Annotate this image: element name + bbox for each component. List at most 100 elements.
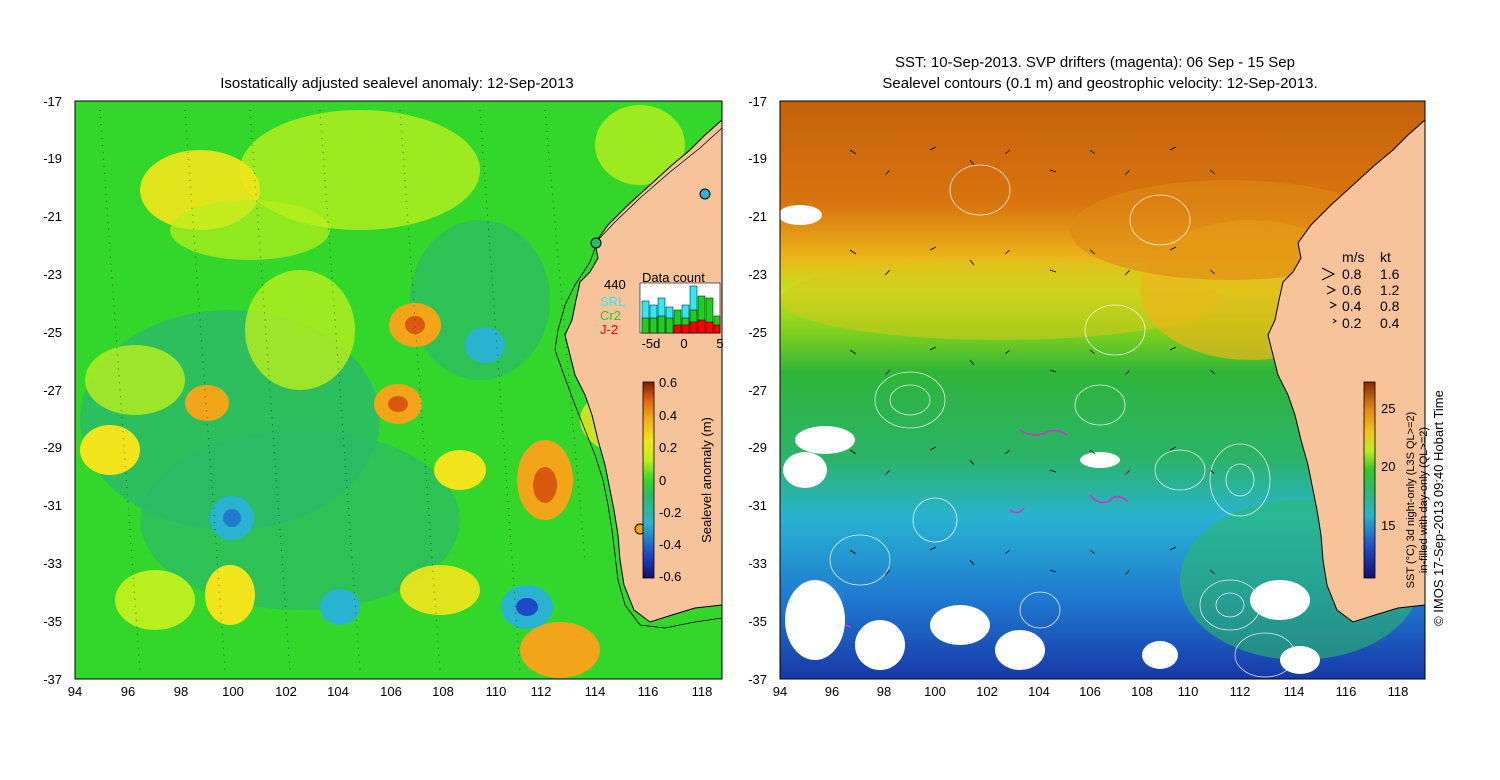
left-x-tick: 108 <box>432 684 454 699</box>
left-x-tick: 110 <box>486 684 507 699</box>
left-x-tick: 116 <box>638 684 659 699</box>
left-x-tick: 118 <box>692 684 713 699</box>
sealevel-anomaly-field <box>75 101 722 679</box>
left-map-title: Isostatically adjusted sealevel anomaly:… <box>220 75 574 92</box>
velocity-legend-kt: 0.4 <box>1380 315 1400 331</box>
right-x-tick: 96 <box>825 684 839 699</box>
right-x-tick: 112 <box>1230 684 1251 699</box>
sealevel-colorbar: 0.6 0.4 0.2 0 -0.2 -0.4 -0.6 Sealevel an… <box>642 375 714 584</box>
velocity-arrow-icon <box>1329 301 1338 309</box>
sealevel-colorbar-tick: 0.2 <box>659 440 677 455</box>
left-y-tick: -33 <box>43 556 62 571</box>
right-y-tick: -31 <box>748 498 767 513</box>
right-x-tick: 118 <box>1388 684 1409 699</box>
sealevel-colorbar-gradient <box>642 381 655 579</box>
cloud-mask <box>780 205 1320 674</box>
left-y-tick: -23 <box>43 267 62 282</box>
sealevel-colorbar-tick: 0.4 <box>659 408 677 423</box>
sst-colorbar-label-line1: SST (°C) 3d night-only (L3S QL>=2) <box>1405 412 1417 589</box>
velocity-arrow-icon <box>1321 267 1336 281</box>
right-y-tick: -29 <box>748 440 767 455</box>
velocity-legend-kt: 1.6 <box>1380 266 1400 282</box>
sealevel-contours <box>829 164 1296 678</box>
right-x-tick: 102 <box>976 684 998 699</box>
right-map-title-line1: SST: 10-Sep-2013. SVP drifters (magenta)… <box>895 54 1295 71</box>
velocity-arrow-icon <box>1326 285 1337 295</box>
sealevel-colorbar-label: Sealevel anomaly (m) <box>699 417 714 543</box>
left-y-tick: -19 <box>43 151 62 166</box>
left-x-tick: 102 <box>275 684 297 699</box>
right-x-tick: 100 <box>924 684 946 699</box>
data-count-inset: Data count 440 SRL Cr2 J-2 <box>600 270 724 351</box>
legend-j2: J-2 <box>600 322 618 337</box>
sealevel-colorbar-tick: -0.4 <box>659 537 681 552</box>
right-y-tick: -25 <box>748 325 767 340</box>
right-x-tick: 110 <box>1178 684 1199 699</box>
data-count-xtick: -5d <box>642 336 661 351</box>
velocity-legend-ms: 0.4 <box>1342 298 1362 314</box>
sst-colorbar-tick: 25 <box>1381 401 1395 416</box>
right-y-tick: -23 <box>748 267 767 282</box>
legend-cr2: Cr2 <box>600 308 621 323</box>
right-y-tick: -37 <box>748 672 767 687</box>
sealevel-colorbar-tick: 0.6 <box>659 375 677 390</box>
right-map-frame <box>779 100 1426 680</box>
left-x-tick: 100 <box>222 684 244 699</box>
right-y-tick: -17 <box>748 94 767 109</box>
left-x-tick: 106 <box>380 684 402 699</box>
left-y-tick: -31 <box>43 498 62 513</box>
velocity-legend-header-kt: kt <box>1380 249 1391 265</box>
right-x-axis: 94 96 98 100 102 104 106 108 110 112 114… <box>773 684 1409 699</box>
left-x-tick: 112 <box>531 684 552 699</box>
right-y-tick: -21 <box>748 209 767 224</box>
australia-land <box>564 119 722 623</box>
sst-field <box>780 101 1425 679</box>
sst-colorbar-gradient <box>1363 381 1376 579</box>
legend-srl: SRL <box>600 294 625 309</box>
left-y-tick: -27 <box>43 383 62 398</box>
right-x-tick: 114 <box>1284 684 1305 699</box>
left-x-axis: 94 96 98 100 102 104 106 108 110 112 114… <box>68 684 713 699</box>
velocity-legend-ms: 0.8 <box>1342 266 1362 282</box>
data-count-bars <box>641 285 721 334</box>
sst-colorbar-tick: 15 <box>1381 518 1395 533</box>
altimeter-tracks <box>99 109 586 671</box>
velocity-arrow-icon <box>1332 318 1337 324</box>
shelf-contour <box>554 127 722 629</box>
left-x-tick: 94 <box>68 684 82 699</box>
sst-colorbar-tick: 20 <box>1381 459 1395 474</box>
data-count-xtick: 0 <box>680 336 687 351</box>
left-y-tick: -37 <box>43 672 62 687</box>
sst-colorbar-label-line2: in-filled with day-only (QL>=2) <box>1418 427 1430 573</box>
right-x-tick: 108 <box>1131 684 1153 699</box>
data-count-max-label: 440 <box>604 277 626 292</box>
australia-land <box>1267 119 1425 623</box>
velocity-legend-kt: 0.8 <box>1380 298 1400 314</box>
velocity-legend: m/s kt 0.8 1.6 0.6 1.2 0.4 0.8 0.2 0.4 <box>1321 249 1400 331</box>
right-x-tick: 104 <box>1028 684 1050 699</box>
right-x-tick: 116 <box>1336 684 1357 699</box>
right-y-tick: -35 <box>748 614 767 629</box>
data-count-title: Data count <box>642 270 705 285</box>
left-y-tick: -35 <box>43 614 62 629</box>
right-y-tick: -27 <box>748 383 767 398</box>
velocity-legend-kt: 1.2 <box>1380 282 1400 298</box>
left-y-axis: -17 -19 -21 -23 -25 -27 -29 -31 -33 -35 … <box>43 94 62 687</box>
left-x-tick: 96 <box>121 684 135 699</box>
right-y-tick: -33 <box>748 556 767 571</box>
sealevel-colorbar-tick: 0 <box>659 473 666 488</box>
geostrophic-velocity-arrows <box>849 146 1216 576</box>
right-map: SST: 10-Sep-2013. SVP drifters (magenta)… <box>748 54 1446 699</box>
right-x-tick: 94 <box>773 684 787 699</box>
left-map: Isostatically adjusted sealevel anomaly:… <box>43 75 723 699</box>
left-x-tick: 98 <box>174 684 188 699</box>
left-y-tick: -25 <box>43 325 62 340</box>
left-map-frame <box>74 100 723 680</box>
right-map-title-line2: Sealevel contours (0.1 m) and geostrophi… <box>882 75 1317 92</box>
right-x-tick: 106 <box>1079 684 1101 699</box>
imos-credit: © IMOS 17-Sep-2013 09:40 Hobart Time <box>1431 390 1446 626</box>
right-y-axis: -17 -19 -21 -23 -25 -27 -29 -31 -33 -35 … <box>748 94 767 687</box>
sst-colorbar: 25 20 15 SST (°C) 3d night-only (L3S QL>… <box>1363 381 1430 589</box>
velocity-legend-ms: 0.2 <box>1342 315 1362 331</box>
